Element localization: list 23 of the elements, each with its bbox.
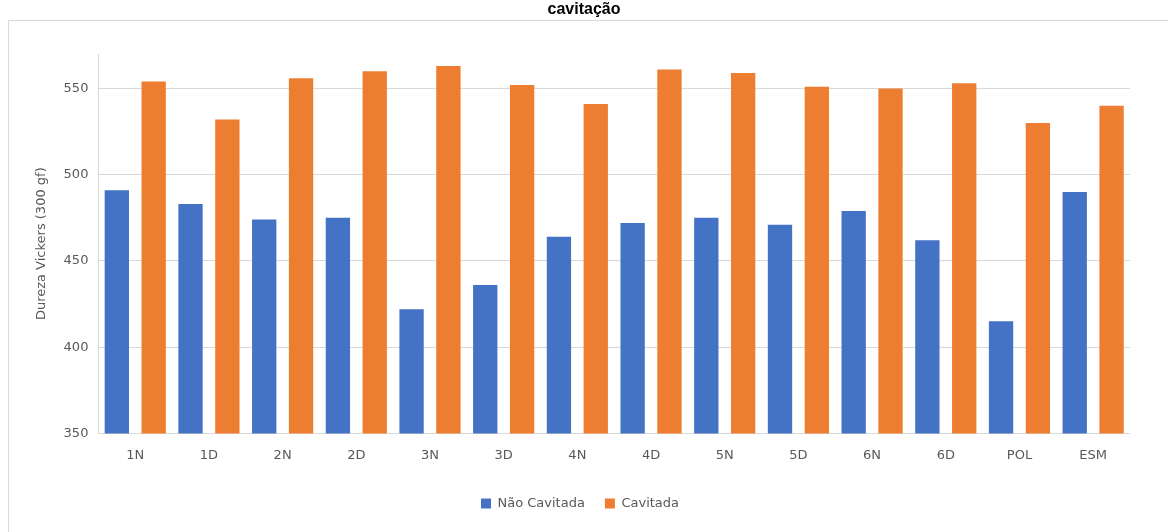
x-tick-label: 3D xyxy=(494,446,513,462)
x-tick-label: ESM xyxy=(1079,446,1107,462)
y-tick-label: 500 xyxy=(63,166,89,182)
y-axis-title: Dureza Vickers (300 gf) xyxy=(33,167,49,321)
x-tick-label: 3N xyxy=(420,446,439,462)
x-tick-label: 6D xyxy=(936,446,955,462)
chart-title: cavitação xyxy=(546,0,622,18)
x-tick-label: 2N xyxy=(273,446,292,462)
x-tick-label: 4N xyxy=(568,446,587,462)
x-tick-label: 5N xyxy=(715,446,734,462)
x-tick-label: 2D xyxy=(347,446,366,462)
y-tick-label: 400 xyxy=(63,338,89,354)
x-tick-label: 1N xyxy=(126,446,145,462)
y-tick-label: 450 xyxy=(63,252,89,268)
legend-label: Cavitada xyxy=(621,494,680,510)
y-tick-label: 350 xyxy=(63,424,89,440)
x-tick-label: 4D xyxy=(641,446,661,462)
x-tick-label: 6N xyxy=(863,446,882,462)
x-tick-label: 5D xyxy=(789,446,808,462)
y-tick-label: 550 xyxy=(63,79,89,95)
legend-label: Não Cavitada xyxy=(497,494,585,510)
x-tick-label: 1D xyxy=(199,446,219,462)
x-tick-label: POL xyxy=(1006,446,1033,462)
